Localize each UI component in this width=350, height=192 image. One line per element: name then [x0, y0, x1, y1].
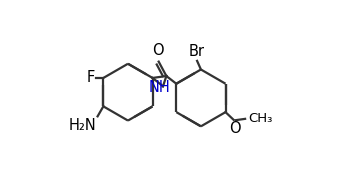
Text: O: O [229, 121, 240, 136]
Text: Br: Br [189, 44, 205, 59]
Text: NH: NH [149, 80, 170, 95]
Text: H₂N: H₂N [69, 118, 97, 133]
Text: CH₃: CH₃ [248, 112, 273, 125]
Text: O: O [152, 43, 163, 58]
Text: F: F [87, 70, 95, 85]
